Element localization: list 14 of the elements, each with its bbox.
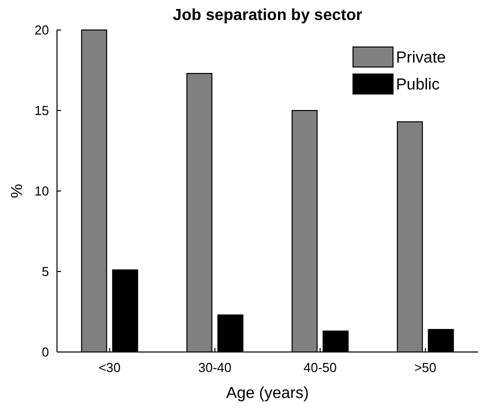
y-axis-title: % <box>9 184 26 198</box>
y-tick-label: 10 <box>34 184 49 199</box>
y-tick-label: 0 <box>42 344 49 360</box>
x-tick-label: <30 <box>98 360 121 375</box>
x-tick-label: >50 <box>414 360 436 375</box>
legend-label: Public <box>396 76 440 94</box>
y-tick-label: 20 <box>34 22 49 38</box>
x-tick-label: 30-40 <box>198 360 232 375</box>
x-tick-label: 40-50 <box>304 360 337 375</box>
y-tick-label: 15 <box>34 103 49 118</box>
y-tick-label: 5 <box>42 264 49 280</box>
chart-title: Job separation by sector <box>172 7 362 24</box>
legend-label: Private <box>396 50 446 67</box>
x-axis-title: Age (years) <box>226 385 309 402</box>
